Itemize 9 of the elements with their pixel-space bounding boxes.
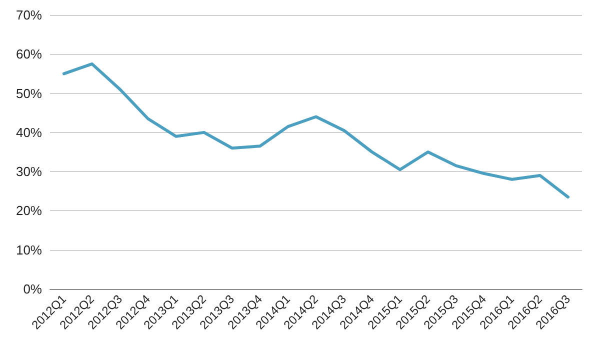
line-series bbox=[62, 62, 570, 199]
y-tick-label: 20% bbox=[16, 203, 42, 218]
y-tick-label: 70% bbox=[16, 8, 42, 22]
y-tick-label: 40% bbox=[16, 124, 42, 140]
y-tick-label: 50% bbox=[16, 86, 42, 101]
y-tick-label: 10% bbox=[16, 242, 42, 258]
y-tick-label: 0% bbox=[23, 282, 42, 296]
y-tick-label: 60% bbox=[16, 46, 42, 62]
y-tick-label: 30% bbox=[16, 164, 42, 180]
